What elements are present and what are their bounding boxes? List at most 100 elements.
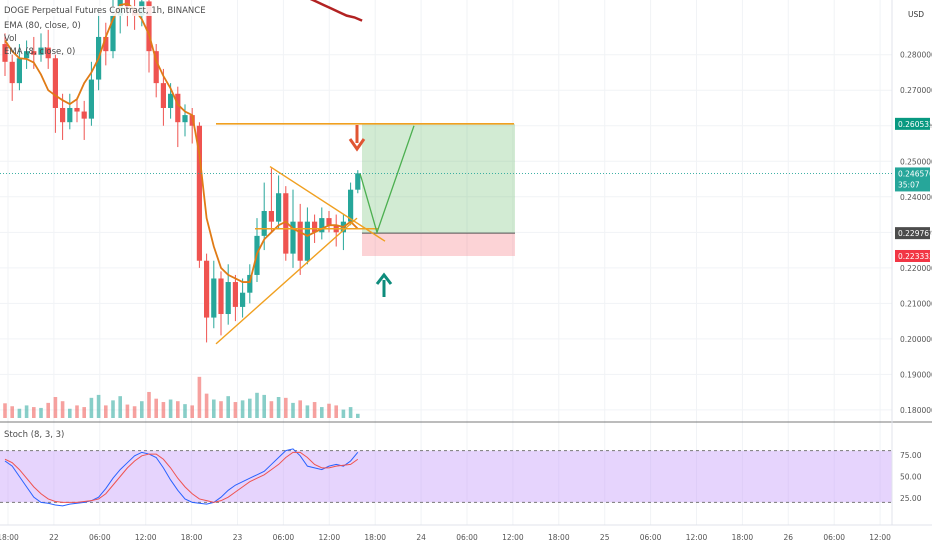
candle-body[interactable] bbox=[2, 44, 8, 62]
candle-body[interactable] bbox=[67, 107, 73, 123]
candle-body[interactable] bbox=[268, 211, 274, 222]
volume-bar bbox=[154, 398, 158, 418]
current-price-marker-bg bbox=[895, 167, 930, 192]
stoch-panel bbox=[0, 448, 892, 507]
candle-body[interactable] bbox=[312, 221, 318, 233]
current-price-marker-countdown: 35:07 bbox=[898, 180, 920, 189]
position-drawing bbox=[362, 123, 515, 256]
candle-body[interactable] bbox=[290, 221, 296, 254]
chart-title: DOGE Perpetual Futures Contract, 1h, BIN… bbox=[4, 6, 206, 16]
profit-zone[interactable] bbox=[362, 123, 515, 234]
volume-bar bbox=[46, 402, 50, 418]
volume-bar bbox=[10, 406, 14, 418]
triangle-support-line[interactable] bbox=[215, 217, 358, 345]
candle-body[interactable] bbox=[103, 36, 109, 52]
candle-body[interactable] bbox=[240, 292, 246, 307]
volume-bar bbox=[312, 402, 317, 418]
candle-body[interactable] bbox=[74, 107, 80, 112]
volume-bar bbox=[320, 407, 324, 418]
ema-overlays bbox=[4, 0, 363, 283]
stop-price-marker-bg bbox=[895, 249, 930, 262]
legend-ema-fast[interactable]: EMA (8, close, 0) bbox=[4, 47, 76, 57]
candle-body[interactable] bbox=[283, 193, 289, 254]
ema-fast-line[interactable] bbox=[4, 2, 359, 283]
candle-body[interactable] bbox=[9, 61, 15, 84]
entry-price-marker[interactable]: 0.229767 bbox=[895, 227, 932, 240]
stoch-d-line[interactable] bbox=[4, 451, 359, 503]
volume-bar bbox=[248, 398, 252, 418]
projection-path[interactable] bbox=[359, 125, 415, 235]
candle-body[interactable] bbox=[297, 221, 303, 261]
stop-price-marker[interactable]: 0.223333 bbox=[895, 249, 932, 262]
volume-bar bbox=[32, 407, 36, 418]
candle-body[interactable] bbox=[261, 211, 267, 236]
candle-body[interactable] bbox=[225, 282, 231, 315]
candle-body[interactable] bbox=[52, 58, 58, 108]
currency-label: USD bbox=[908, 10, 924, 19]
volume-bar bbox=[233, 402, 238, 418]
volume-bar bbox=[24, 405, 29, 418]
volume-bar bbox=[53, 397, 58, 418]
candle-body[interactable] bbox=[81, 111, 87, 119]
candle-body[interactable] bbox=[326, 218, 332, 226]
stoch-k-line[interactable] bbox=[4, 448, 359, 507]
volume-bar bbox=[147, 391, 151, 418]
candle-body[interactable] bbox=[60, 107, 66, 123]
time-tick-label: 12:00 bbox=[502, 533, 524, 542]
candle-body[interactable] bbox=[182, 115, 188, 123]
candle-body[interactable] bbox=[218, 278, 224, 315]
candle-body[interactable] bbox=[45, 47, 51, 59]
candle-body[interactable] bbox=[24, 51, 30, 59]
volume-bar bbox=[255, 392, 259, 418]
candle-body[interactable] bbox=[16, 58, 22, 84]
candle-body[interactable] bbox=[110, 15, 116, 52]
ema-slow-line[interactable] bbox=[262, 0, 363, 22]
volume-bar bbox=[60, 401, 65, 418]
volume-bar bbox=[334, 405, 338, 418]
time-tick-label: 06:00 bbox=[823, 533, 845, 542]
current-price-marker[interactable]: 0.246576 35:07 bbox=[895, 167, 932, 192]
candle-body[interactable] bbox=[355, 173, 361, 190]
legend-ema-slow[interactable]: EMA (80, close, 0) bbox=[4, 21, 81, 31]
time-tick-label: 12:00 bbox=[135, 533, 157, 542]
volume-bars bbox=[3, 376, 360, 418]
candle-body[interactable] bbox=[175, 93, 181, 123]
candle-body[interactable] bbox=[348, 189, 354, 222]
loss-zone[interactable] bbox=[362, 233, 515, 256]
candle-body[interactable] bbox=[168, 93, 174, 108]
candle-body[interactable] bbox=[196, 125, 202, 261]
candle-body[interactable] bbox=[38, 47, 44, 55]
candle-body[interactable] bbox=[153, 51, 159, 84]
candle-body[interactable] bbox=[211, 278, 217, 318]
time-tick-label: 18:00 bbox=[0, 533, 19, 542]
candle-body[interactable] bbox=[319, 218, 325, 233]
time-tick-label: 18:00 bbox=[732, 533, 754, 542]
volume-bar bbox=[305, 405, 310, 418]
candle-body[interactable] bbox=[31, 51, 37, 55]
legend-stoch[interactable]: Stoch (8, 3, 3) bbox=[4, 430, 65, 440]
candle-body[interactable] bbox=[247, 274, 253, 293]
candle-body[interactable] bbox=[204, 260, 210, 318]
volume-bar bbox=[190, 405, 194, 418]
candle-body[interactable] bbox=[304, 221, 310, 261]
stop-price-marker-label: 0.223333 bbox=[898, 252, 932, 261]
legend-volume[interactable]: Vol bbox=[4, 34, 17, 44]
volume-bar bbox=[276, 397, 281, 418]
candle-body[interactable] bbox=[88, 79, 94, 119]
volume-bar bbox=[111, 400, 115, 418]
candle-body[interactable] bbox=[189, 115, 195, 126]
target-price-marker[interactable]: 0.260533 bbox=[895, 117, 932, 130]
volume-bar bbox=[89, 397, 94, 418]
candle-body[interactable] bbox=[232, 282, 238, 307]
volume-bar bbox=[140, 401, 144, 418]
candle-body[interactable] bbox=[146, 1, 152, 52]
candle-body[interactable] bbox=[160, 83, 166, 108]
candle-body[interactable] bbox=[276, 193, 282, 222]
volume-bar bbox=[68, 408, 72, 418]
